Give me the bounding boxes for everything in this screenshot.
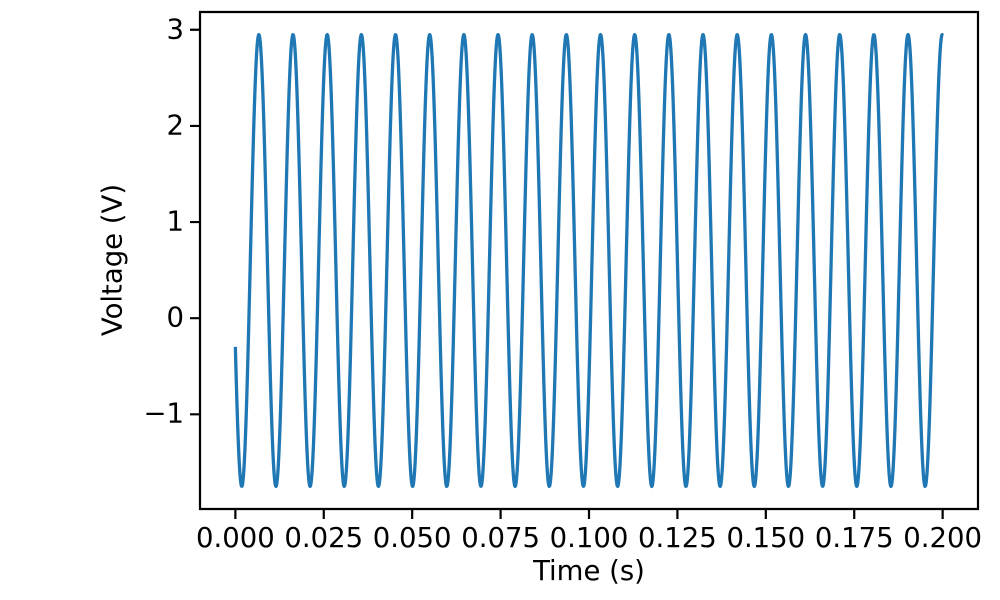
plot-border [198, 10, 980, 511]
x-tick-label: 0.100 [549, 522, 629, 554]
y-tick-label: 2 [166, 109, 185, 142]
x-tick-label: 0.175 [814, 522, 894, 554]
x-tick-label: 0.050 [372, 522, 452, 554]
y-tick-label: −1 [143, 397, 184, 430]
x-tick-label: 0.025 [284, 522, 364, 554]
x-tick-label: 0.075 [461, 522, 540, 554]
y-tick-label: 1 [166, 205, 185, 238]
x-tick-label: 0.150 [726, 522, 806, 554]
tick-marks [190, 28, 944, 519]
x-axis-title: Time (s) [533, 555, 645, 587]
y-tick-label: 0 [166, 301, 185, 334]
x-tick-label: 0.125 [638, 522, 717, 554]
y-axis-title: Voltage (V) [96, 183, 129, 337]
voltage-waveform [233, 32, 945, 489]
x-tick-label: 0.000 [195, 522, 275, 554]
x-tick-label: 0.200 [903, 522, 982, 554]
y-tick-label: 3 [166, 13, 185, 46]
